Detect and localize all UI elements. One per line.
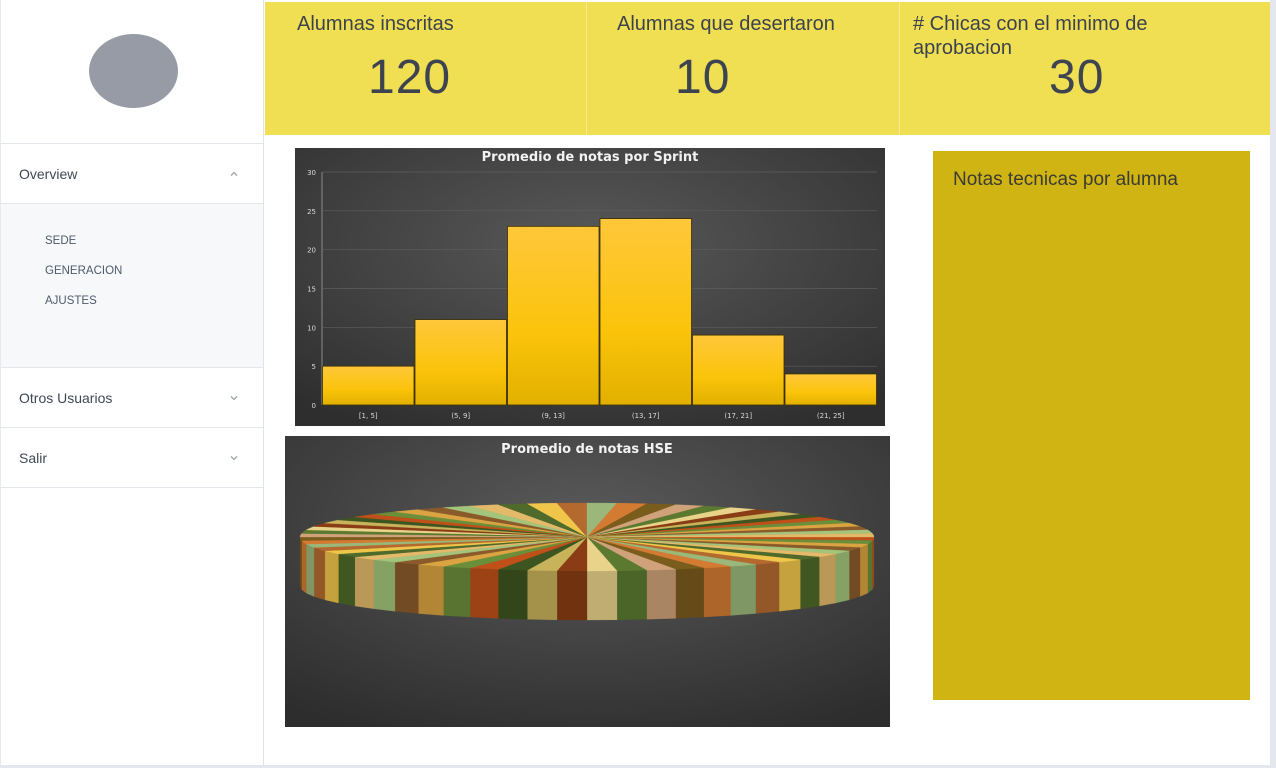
pie-slice-side bbox=[849, 548, 860, 600]
stat-value: 120 bbox=[368, 50, 451, 105]
pie-slice-side bbox=[306, 544, 314, 596]
stat-value: 10 bbox=[675, 50, 730, 105]
sidebar-item-salir[interactable]: Salir bbox=[1, 428, 263, 488]
bar[interactable] bbox=[508, 226, 600, 405]
pie-slice-side bbox=[498, 569, 527, 619]
sidebar-item-otros-usuarios[interactable]: Otros Usuarios bbox=[1, 368, 263, 428]
pie-slice-side bbox=[557, 571, 587, 620]
chevron-up-icon bbox=[229, 169, 239, 179]
overview-submenu: SEDE GENERACION AJUSTES bbox=[1, 204, 263, 368]
bar[interactable] bbox=[323, 366, 415, 405]
pie-chart-svg: Promedio de notas HSE bbox=[285, 436, 890, 727]
pie-slice-side bbox=[302, 541, 307, 594]
submenu-item-ajustes[interactable]: AJUSTES bbox=[1, 292, 263, 322]
chart-title: Promedio de notas HSE bbox=[501, 442, 673, 457]
bar-chart-sprint: Promedio de notas por Sprint 0 5 10 15 20 25 3… bbox=[295, 148, 885, 426]
pie-slice-side bbox=[872, 537, 874, 590]
bar[interactable] bbox=[785, 374, 877, 405]
pie-slice-side bbox=[868, 541, 873, 594]
pie-slice-side bbox=[756, 562, 779, 613]
x-tick-label: (9, 13] bbox=[542, 412, 566, 420]
pie-slice-side bbox=[325, 551, 339, 603]
pie-slice-side bbox=[395, 562, 418, 613]
sidebar-item-label: Overview bbox=[19, 166, 77, 182]
pie-slice-side bbox=[300, 537, 302, 590]
pie-slice-side bbox=[800, 557, 819, 609]
avatar[interactable] bbox=[89, 34, 178, 108]
pie-slice-side bbox=[704, 566, 731, 617]
profile-area bbox=[1, 0, 263, 144]
pie-slice-side bbox=[338, 554, 354, 606]
y-tick-label: 10 bbox=[307, 324, 316, 332]
pie-slice-side bbox=[314, 548, 325, 600]
y-tick-label: 25 bbox=[307, 208, 316, 216]
pie-slice-side bbox=[587, 571, 617, 620]
pie-slice-side bbox=[647, 569, 676, 619]
pie-slice-side bbox=[860, 544, 868, 596]
y-tick-label: 0 bbox=[312, 402, 316, 410]
stat-title: Alumnas que desertaron bbox=[617, 12, 835, 36]
x-tick-label: (13, 17] bbox=[632, 412, 660, 420]
y-tick-label: 5 bbox=[312, 363, 316, 371]
x-tick-label: (21, 25] bbox=[817, 412, 845, 420]
x-tick-label: [1, 5] bbox=[359, 412, 378, 420]
bar[interactable] bbox=[600, 219, 692, 405]
chevron-down-icon bbox=[229, 393, 239, 403]
notas-tecnicas-panel: Notas tecnicas por alumna bbox=[933, 151, 1250, 700]
bar[interactable] bbox=[415, 320, 507, 405]
pie-slice-side bbox=[418, 565, 443, 616]
pie-slice-side bbox=[819, 554, 835, 606]
pie-slice-side bbox=[470, 568, 498, 618]
pie-slice-side bbox=[444, 566, 471, 617]
submenu-item-generacion[interactable]: GENERACION bbox=[1, 262, 263, 292]
sidebar: Overview SEDE GENERACION AJUSTES Otros U… bbox=[0, 0, 264, 765]
panel-title: Notas tecnicas por alumna bbox=[953, 169, 1178, 191]
x-tick-label: (17, 21] bbox=[724, 412, 752, 420]
stat-card-desertaron: Alumnas que desertaron 10 bbox=[587, 2, 900, 135]
stats-header: Alumnas inscritas 120 Alumnas que desert… bbox=[265, 2, 1270, 135]
pie-slice-side bbox=[779, 560, 800, 612]
bar[interactable] bbox=[693, 335, 785, 405]
pie-chart-hse: Promedio de notas HSE bbox=[285, 436, 890, 727]
sidebar-item-label: Otros Usuarios bbox=[19, 390, 112, 406]
pie-slice-side bbox=[731, 565, 756, 616]
chart-title: Promedio de notas por Sprint bbox=[482, 150, 699, 165]
y-tick-label: 15 bbox=[307, 286, 316, 294]
stat-card-inscritas: Alumnas inscritas 120 bbox=[265, 2, 587, 135]
submenu-item-sede[interactable]: SEDE bbox=[1, 232, 263, 262]
pie-slice-side bbox=[374, 560, 395, 612]
pie-slice-side bbox=[355, 557, 374, 609]
stat-value: 30 bbox=[1049, 50, 1104, 105]
sidebar-item-label: Salir bbox=[19, 450, 47, 466]
pie-slice-side bbox=[617, 570, 647, 620]
pie-slice-side bbox=[527, 570, 557, 620]
chevron-down-icon bbox=[229, 453, 239, 463]
y-tick-label: 30 bbox=[307, 169, 316, 177]
sidebar-item-overview[interactable]: Overview bbox=[1, 144, 263, 204]
stat-title: Alumnas inscritas bbox=[297, 12, 454, 36]
y-tick-label: 20 bbox=[307, 247, 316, 255]
stat-card-aprobacion: # Chicas con el minimo de aprobacion 30 bbox=[900, 2, 1270, 135]
x-tick-label: (5, 9] bbox=[451, 412, 470, 420]
bar-chart-svg: Promedio de notas por Sprint 0 5 10 15 20 25 3… bbox=[295, 148, 885, 426]
pie-slice-side bbox=[676, 568, 704, 618]
pie-slice-side bbox=[836, 551, 850, 603]
